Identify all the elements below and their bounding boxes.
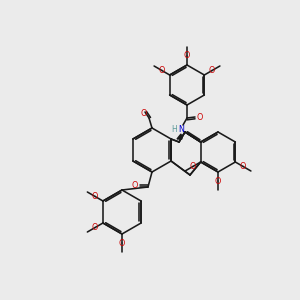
Text: O: O	[240, 162, 246, 171]
Text: O: O	[141, 110, 147, 118]
Text: O: O	[209, 66, 215, 75]
Text: O: O	[159, 66, 165, 75]
Text: O: O	[92, 223, 98, 232]
Text: O: O	[184, 52, 190, 61]
Polygon shape	[177, 134, 182, 139]
Text: O: O	[190, 162, 196, 171]
Text: O: O	[197, 112, 203, 122]
Text: N: N	[178, 125, 184, 134]
Text: O: O	[215, 176, 221, 185]
Text: H: H	[171, 125, 177, 134]
Text: O: O	[132, 182, 138, 190]
Text: O: O	[119, 238, 125, 247]
Text: O: O	[92, 192, 98, 201]
